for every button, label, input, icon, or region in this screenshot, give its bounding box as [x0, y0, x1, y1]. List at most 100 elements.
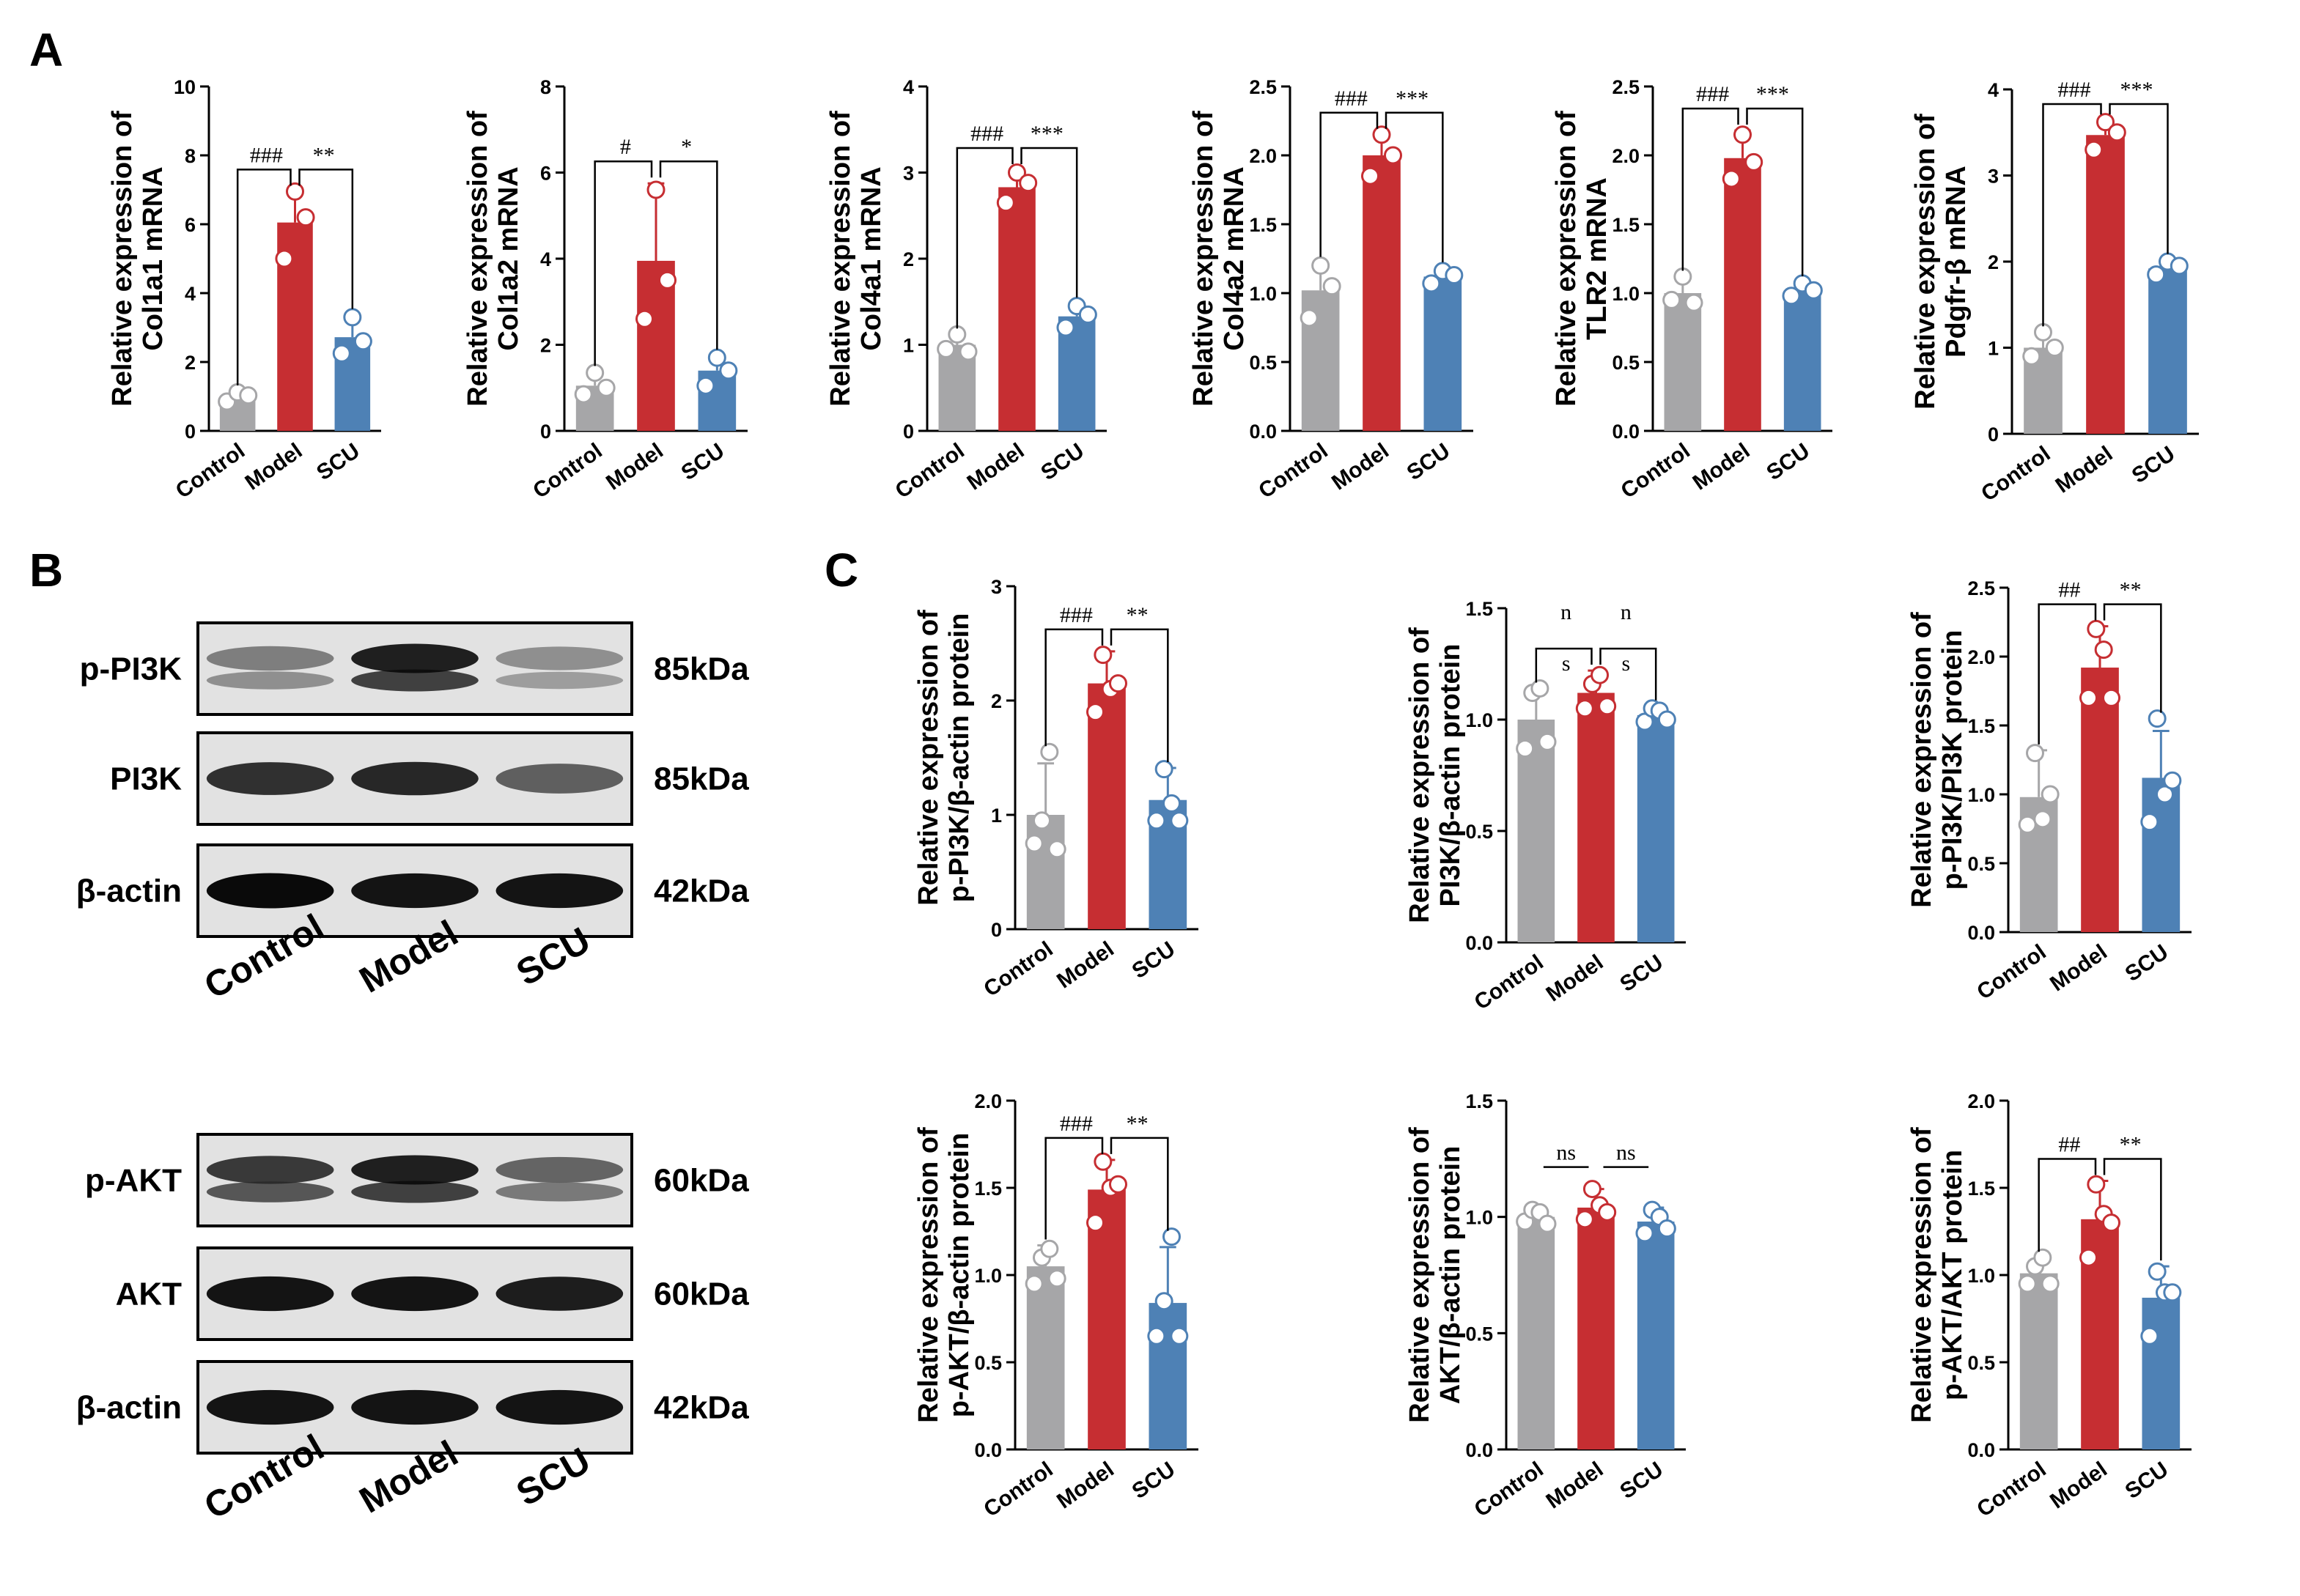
- data-point: [2018, 815, 2037, 834]
- significance-bracket: [1681, 107, 1739, 271]
- data-point: [1804, 281, 1823, 300]
- y-axis-title: Relative expression ofCol1a2 mRNA: [462, 111, 524, 407]
- y-tick-label: 3: [991, 576, 1002, 598]
- category-label: SCU: [312, 439, 364, 485]
- blot-kda-label: 42kDa: [654, 873, 749, 909]
- significance-bracket: [1385, 111, 1444, 263]
- data-point: [2156, 785, 2174, 804]
- y-axis-title: Relative expression ofp-AKT/β-actin prot…: [913, 1127, 975, 1423]
- y-tick-label: 0: [540, 421, 551, 443]
- data-point: [2102, 1213, 2120, 1233]
- data-point: [1684, 293, 1703, 312]
- category-label: Model: [2046, 940, 2112, 997]
- category-label: SCU: [1615, 1458, 1667, 1504]
- y-tick-label: 1.0: [1249, 283, 1277, 305]
- blot-row: β-actin 42kDa: [76, 843, 749, 938]
- data-point: [1673, 267, 1692, 286]
- category-label: Model: [1689, 439, 1755, 495]
- significance-label: **: [313, 143, 335, 167]
- blot-band: [206, 873, 334, 909]
- y-axis-title-line: PI3K/β-actin protein: [1435, 644, 1466, 907]
- y-tick-label: 0.5: [1465, 1323, 1493, 1345]
- category-label: Control: [528, 439, 606, 503]
- data-point: [1025, 834, 1044, 853]
- significance-bracket: [2038, 603, 2097, 745]
- data-point: [1154, 1292, 1173, 1311]
- bar-scu: [1637, 714, 1675, 942]
- bar-model: [998, 187, 1036, 431]
- y-tick-label: 0.5: [1967, 853, 1995, 875]
- data-point: [1516, 739, 1535, 758]
- data-point: [1361, 166, 1379, 185]
- category-label: SCU: [2128, 442, 2180, 488]
- bar-scu: [1149, 1303, 1187, 1449]
- chart-p_akt_actin: 0.0 0.5 1.0 1.5 2.0 Relative expression ofp-A…: [913, 1090, 1198, 1522]
- significance-bracket: [2109, 103, 2169, 254]
- data-point: [1591, 665, 1610, 684]
- data-point: [2033, 810, 2052, 829]
- blot-band: [495, 873, 624, 909]
- y-axis-title-line: p-PI3K/β-actin protein: [944, 613, 975, 903]
- category-label: Control: [1972, 940, 2050, 1005]
- significance-label: ##: [2058, 1132, 2080, 1156]
- data-point: [2041, 785, 2060, 804]
- data-point: [2163, 771, 2182, 790]
- significance-bracket: [1599, 647, 1657, 701]
- y-axis-title-line: Pdgfr-β mRNA: [1941, 166, 1972, 358]
- data-point: [1662, 290, 1681, 309]
- category-label: Control: [172, 439, 249, 503]
- y-tick-label: 3: [903, 163, 914, 185]
- bar-control: [1517, 1216, 1555, 1449]
- y-tick-label: 1: [991, 805, 1002, 827]
- data-point: [1311, 256, 1330, 275]
- data-point: [2079, 1248, 2098, 1267]
- data-point: [1657, 710, 1676, 729]
- data-point: [1056, 318, 1075, 337]
- y-axis-title: Relative expression ofCol4a2 mRNA: [1188, 111, 1250, 407]
- data-point: [1322, 277, 1341, 296]
- y-tick-label: 1.5: [1249, 214, 1277, 236]
- blot-band: [495, 1182, 624, 1202]
- bar-scu: [2148, 268, 2187, 434]
- blot-kda-label: 42kDa: [654, 1390, 749, 1426]
- data-point: [1635, 1224, 1654, 1243]
- y-axis-title-line: Relative expression of: [462, 111, 493, 407]
- data-point: [1162, 1227, 1181, 1246]
- blot-band: [206, 1156, 334, 1184]
- y-tick-label: 1.5: [1967, 1178, 1995, 1200]
- chart-col4a2: 0.0 0.5 1.0 1.5 2.0 2.5 Relative expression of…: [1188, 76, 1473, 503]
- data-point: [2148, 1262, 2167, 1281]
- significance-label: *: [681, 135, 692, 159]
- panel-letter-c: C: [825, 544, 858, 596]
- data-point: [2147, 265, 2166, 284]
- data-point: [2163, 1283, 2182, 1302]
- y-axis-title: Relative expression ofCol1a1 mRNA: [107, 111, 169, 407]
- y-tick-label: 1.0: [1612, 283, 1640, 305]
- y-tick-label: 0.5: [1249, 352, 1277, 374]
- blot-band: [495, 671, 624, 690]
- y-tick-label: 4: [903, 76, 914, 98]
- significance-bracket: [1044, 1137, 1104, 1240]
- data-point: [2085, 140, 2104, 159]
- data-point: [1094, 646, 1113, 665]
- blot-protein-label: p-PI3K: [80, 651, 183, 687]
- blot-band: [495, 1277, 624, 1311]
- data-point: [1147, 811, 1166, 830]
- data-point: [343, 308, 362, 327]
- y-tick-label: 4: [1988, 79, 1999, 101]
- bar-control: [1026, 1266, 1065, 1449]
- data-point: [2094, 640, 2113, 660]
- blot-kda-label: 60kDa: [654, 1277, 749, 1312]
- significance-bracket: [2103, 603, 2162, 713]
- panel-letter-b: B: [29, 544, 63, 596]
- blot-kda-label: 85kDa: [654, 651, 749, 687]
- chart-p_akt_akt: 0.0 0.5 1.0 1.5 2.0 Relative expression ofp-A…: [1906, 1090, 2192, 1522]
- y-tick-label: 2: [991, 690, 1002, 712]
- data-point: [646, 180, 666, 199]
- y-tick-label: 2.5: [1612, 76, 1640, 98]
- y-axis-title: Relative expression ofp-AKT/AKT protein: [1906, 1127, 1968, 1423]
- data-point: [1094, 1152, 1113, 1171]
- y-axis-title-line: Relative expression of: [1551, 111, 1582, 407]
